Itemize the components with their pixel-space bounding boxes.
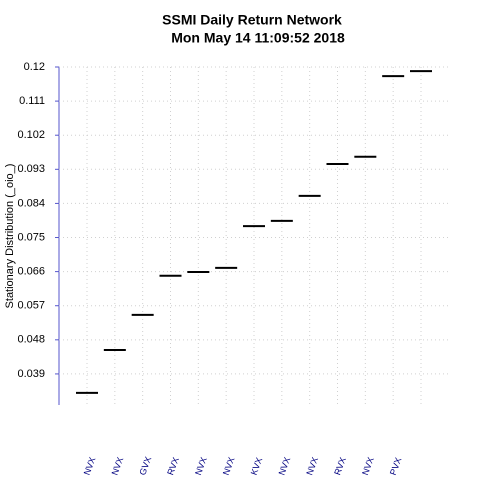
- x-tick-label: NVX: [193, 456, 209, 477]
- y-tick-label: 0.084: [17, 197, 45, 209]
- x-tick-label: NVX: [221, 456, 237, 477]
- x-tick-label: NVX: [110, 456, 126, 477]
- x-tick-label: PVX: [388, 456, 404, 476]
- x-tick-label: KVX: [249, 456, 265, 476]
- y-tick-label: 0.066: [17, 266, 45, 278]
- y-tick-label: 0.039: [17, 368, 45, 380]
- y-tick-label: 0.093: [17, 163, 45, 175]
- y-tick-label: 0.12: [24, 61, 45, 73]
- x-tick-label: NVX: [360, 456, 376, 477]
- x-tick-label: NVX: [304, 456, 320, 477]
- x-tick-label: RVX: [332, 456, 348, 477]
- y-axis-label: Stationary Distribution (_oio_): [4, 164, 16, 309]
- x-tick-label: NVX: [82, 456, 98, 477]
- chart-title: SSMI Daily Return Network: [162, 12, 342, 28]
- x-tick-label: NVX: [277, 456, 293, 477]
- y-tick-label: 0.102: [17, 129, 45, 141]
- x-tick-label: RVX: [165, 456, 181, 477]
- x-tick-label: GVX: [137, 455, 153, 476]
- y-tick-label: 0.057: [17, 300, 45, 312]
- chart-subtitle: Mon May 14 11:09:52 2018: [171, 30, 345, 46]
- y-tick-label: 0.075: [17, 231, 45, 243]
- y-tick-label: 0.111: [19, 95, 45, 107]
- y-tick-label: 0.048: [17, 334, 45, 346]
